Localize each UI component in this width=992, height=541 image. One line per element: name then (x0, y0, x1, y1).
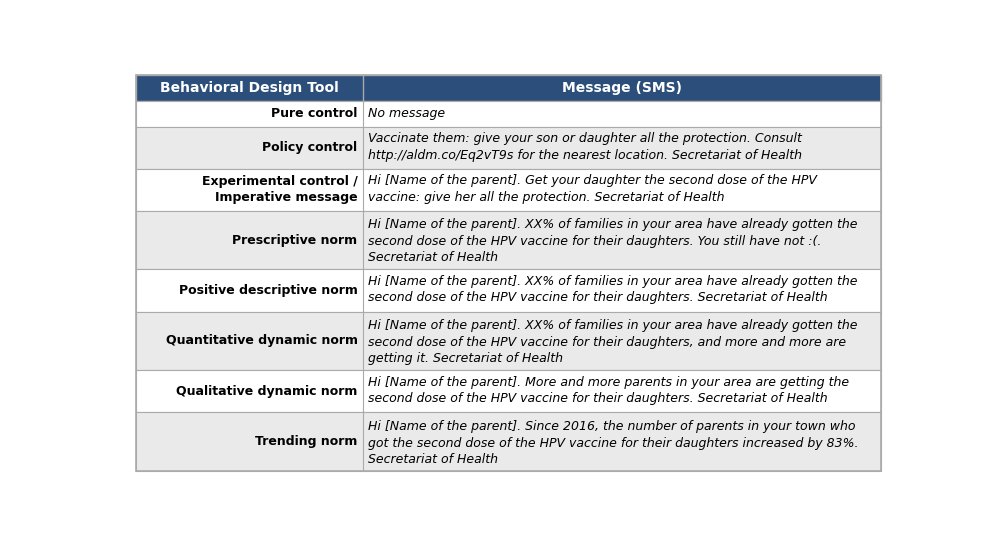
Text: No message: No message (368, 107, 445, 120)
Bar (136, 75, 881, 101)
Text: Hi [Name of the parent]. XX% of families in your area have already gotten the
se: Hi [Name of the parent]. XX% of families… (368, 275, 858, 305)
Bar (136, 169, 881, 211)
Text: Experimental control /
Imperative message: Experimental control / Imperative messag… (201, 175, 357, 204)
Bar (136, 211, 881, 269)
Bar (136, 412, 881, 471)
Text: Pure control: Pure control (271, 107, 357, 120)
Text: Positive descriptive norm: Positive descriptive norm (179, 284, 357, 297)
Text: Qualitative dynamic norm: Qualitative dynamic norm (177, 385, 357, 398)
Text: Hi [Name of the parent]. Since 2016, the number of parents in your town who
got : Hi [Name of the parent]. Since 2016, the… (368, 420, 859, 466)
Text: Trending norm: Trending norm (255, 436, 357, 448)
Bar (136, 269, 881, 312)
Text: Prescriptive norm: Prescriptive norm (232, 234, 357, 247)
Text: Quantitative dynamic norm: Quantitative dynamic norm (166, 334, 357, 347)
Text: Hi [Name of the parent]. More and more parents in your area are getting the
seco: Hi [Name of the parent]. More and more p… (368, 376, 849, 405)
Text: Hi [Name of the parent]. XX% of families in your area have already gotten the
se: Hi [Name of the parent]. XX% of families… (368, 219, 858, 265)
Bar (136, 127, 881, 169)
Text: Hi [Name of the parent]. XX% of families in your area have already gotten the
se: Hi [Name of the parent]. XX% of families… (368, 319, 858, 365)
Bar (136, 370, 881, 412)
Text: Hi [Name of the parent]. Get your daughter the second dose of the HPV
vaccine: g: Hi [Name of the parent]. Get your daught… (368, 174, 817, 203)
Text: Message (SMS): Message (SMS) (562, 81, 682, 95)
Text: Behavioral Design Tool: Behavioral Design Tool (160, 81, 338, 95)
Text: Vaccinate them: give your son or daughter all the protection. Consult
http://ald: Vaccinate them: give your son or daughte… (368, 132, 803, 162)
Text: Policy control: Policy control (263, 141, 357, 154)
Bar (136, 312, 881, 370)
Bar (136, 101, 881, 127)
